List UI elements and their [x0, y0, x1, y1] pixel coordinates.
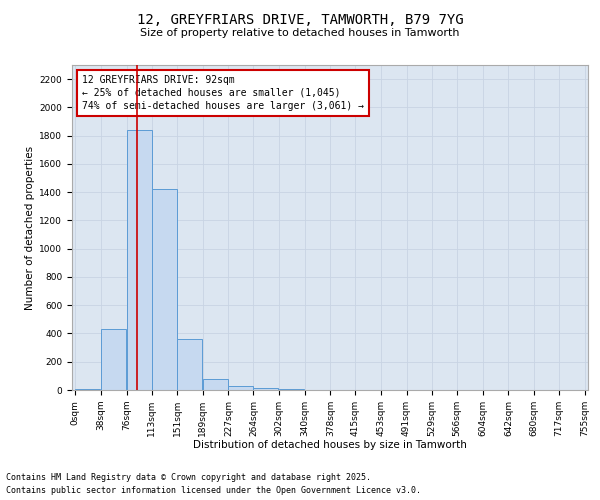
Bar [127, 130, 152, 390]
Text: Contains public sector information licensed under the Open Government Licence v3: Contains public sector information licen… [6, 486, 421, 495]
Text: 12, GREYFRIARS DRIVE, TAMWORTH, B79 7YG: 12, GREYFRIARS DRIVE, TAMWORTH, B79 7YG [137, 12, 463, 26]
Bar [229, 386, 253, 390]
Y-axis label: Number of detached properties: Number of detached properties [25, 146, 35, 310]
Text: 12 GREYFRIARS DRIVE: 92sqm
← 25% of detached houses are smaller (1,045)
74% of s: 12 GREYFRIARS DRIVE: 92sqm ← 25% of deta… [82, 74, 364, 111]
Bar [101, 328, 126, 390]
X-axis label: Distribution of detached houses by size in Tamworth: Distribution of detached houses by size … [193, 440, 467, 450]
Bar [177, 339, 202, 390]
Bar [253, 388, 278, 390]
Text: Contains HM Land Registry data © Crown copyright and database right 2025.: Contains HM Land Registry data © Crown c… [6, 474, 371, 482]
Text: Size of property relative to detached houses in Tamworth: Size of property relative to detached ho… [140, 28, 460, 38]
Bar [152, 190, 176, 390]
Bar [203, 380, 228, 390]
